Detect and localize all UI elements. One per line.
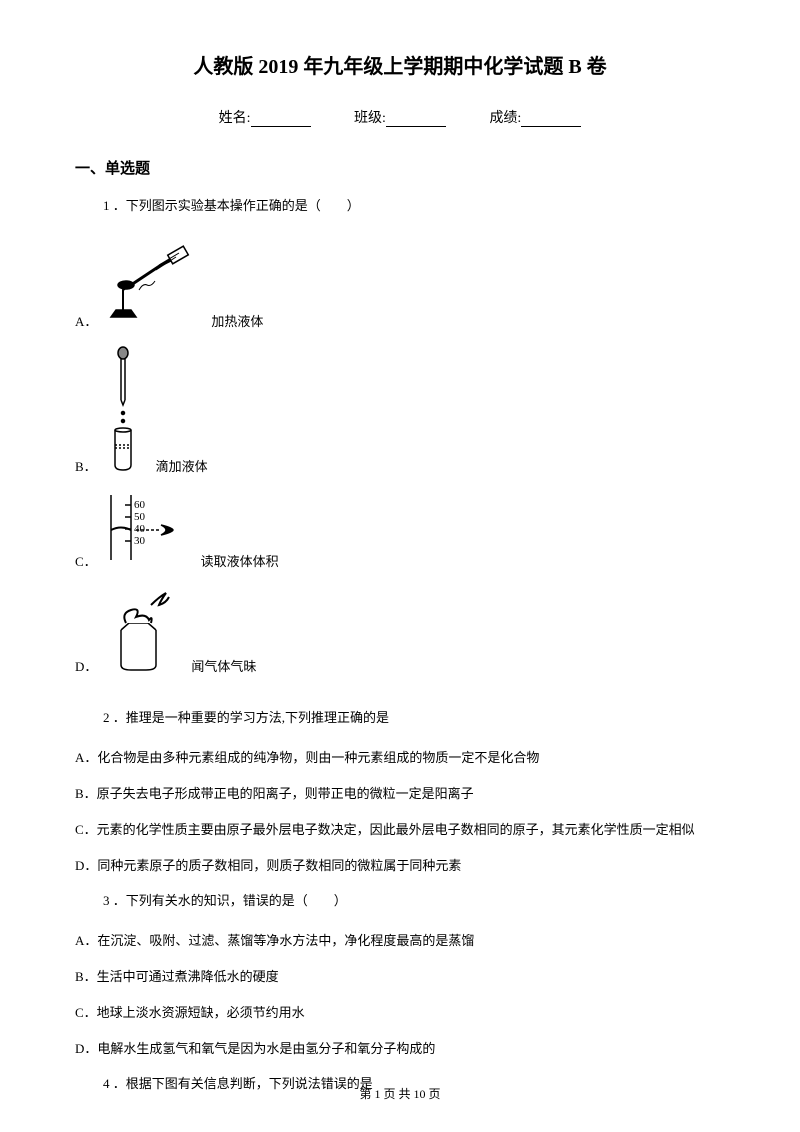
q3-option-a: A．在沉淀、吸附、过滤、蒸馏等净水方法中，净化程度最高的是蒸馏	[75, 930, 725, 952]
dropper-icon	[101, 345, 146, 475]
name-blank	[251, 113, 311, 127]
svg-text:30: 30	[134, 535, 146, 547]
smell-gas-icon	[101, 585, 181, 675]
footer-total: 10	[414, 1087, 426, 1101]
option-a-caption: 加热液体	[211, 311, 263, 330]
score-field: 成绩:	[489, 107, 581, 127]
option-b-letter: B．	[75, 456, 97, 475]
option-b-caption: 滴加液体	[156, 456, 208, 475]
question-1: 1 ．下列图示实验基本操作正确的是（ ）	[75, 196, 725, 217]
section-heading: 一、单选题	[75, 157, 725, 178]
svg-text:60: 60	[134, 499, 146, 511]
q2-option-a: A．化合物是由多种元素组成的纯净物，则由一种元素组成的物质一定不是化合物	[75, 747, 725, 769]
option-a-letter: A．	[75, 311, 97, 330]
option-a: A． 加热液体	[75, 235, 387, 330]
question-2: 2 ．推理是一种重要的学习方法,下列推理正确的是	[75, 708, 725, 729]
option-b: B． 滴加液体	[75, 345, 387, 475]
q2-option-c: C．元素的化学性质主要由原子最外层电子数决定，因此最外层电子数相同的原子，其元素…	[75, 819, 725, 841]
svg-text:50: 50	[134, 511, 146, 523]
option-c: C． 60 50 40 30 读取液体体积	[75, 490, 387, 570]
svg-text:40: 40	[134, 523, 146, 535]
page-title: 人教版 2019 年九年级上学期期中化学试题 B 卷	[75, 50, 725, 79]
footer-mid: 页 共	[380, 1087, 413, 1101]
q2-option-b: B．原子失去电子形成带正电的阳离子，则带正电的微粒一定是阳离子	[75, 783, 725, 805]
class-field: 班级:	[354, 107, 446, 127]
q3-option-c: C．地球上淡水资源短缺，必须节约用水	[75, 1002, 725, 1024]
option-d: D． 闻气体气昧	[75, 585, 387, 675]
option-d-letter: D．	[75, 656, 97, 675]
score-blank	[521, 113, 581, 127]
class-label: 班级:	[354, 111, 386, 126]
heating-liquid-icon	[101, 235, 201, 330]
q1-options: A． 加热液体 B．	[75, 235, 725, 690]
class-blank	[386, 113, 446, 127]
footer-prefix: 第	[359, 1087, 374, 1101]
reading-volume-icon: 60 50 40 30	[101, 490, 191, 570]
page-footer: 第 1 页 共 10 页	[0, 1085, 800, 1102]
name-label: 姓名:	[219, 111, 251, 126]
name-field: 姓名:	[219, 107, 311, 127]
q3-option-d: D．电解水生成氢气和氧气是因为水是由氢分子和氧分子构成的	[75, 1038, 725, 1060]
question-3: 3 ．下列有关水的知识，错误的是（ ）	[75, 891, 725, 912]
option-d-caption: 闻气体气昧	[191, 656, 256, 675]
q2-option-d: D．同种元素原子的质子数相同，则质子数相同的微粒属于同种元素	[75, 855, 725, 877]
score-label: 成绩:	[489, 111, 521, 126]
option-c-letter: C．	[75, 551, 97, 570]
student-info-row: 姓名: 班级: 成绩:	[75, 107, 725, 127]
option-c-caption: 读取液体体积	[201, 551, 279, 570]
footer-suffix: 页	[426, 1087, 441, 1101]
q3-option-b: B．生活中可通过煮沸降低水的硬度	[75, 966, 725, 988]
